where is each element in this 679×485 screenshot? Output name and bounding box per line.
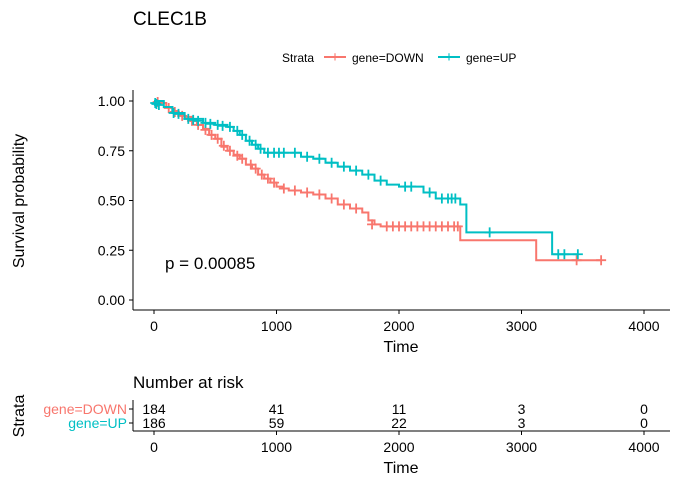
survival-curve (154, 100, 602, 262)
censor-mark (256, 169, 267, 180)
censor-mark (218, 140, 229, 151)
censor-mark (367, 219, 378, 230)
x-tick-label: 2000 (383, 318, 414, 334)
risk-table-title: Number at risk (133, 373, 244, 392)
risk-row-label: gene=DOWN (43, 401, 127, 417)
censor-mark (200, 117, 211, 128)
censor-mark (351, 165, 362, 176)
censor-mark (596, 255, 607, 266)
censor-mark (406, 181, 417, 192)
risk-x-tick-label: 2000 (383, 439, 414, 455)
censor-mark (217, 120, 228, 131)
censor-mark (224, 121, 235, 132)
x-tick-label: 1000 (261, 318, 292, 334)
risk-x-tick-label: 4000 (628, 439, 659, 455)
censor-mark (338, 199, 349, 210)
y-tick-label: 0.75 (98, 143, 125, 159)
km-axes: 0.00 0.25 0.50 0.75 1.00 0 1000 2000 3000 4000 (98, 90, 670, 334)
y-axis-label: Survival probability (11, 134, 28, 268)
censor-mark (278, 183, 289, 194)
y-tick-label: 0.50 (98, 193, 125, 209)
series-down (152, 96, 607, 266)
censor-mark (302, 187, 313, 198)
censor-mark (302, 151, 313, 162)
p-value-annotation: p = 0.00085 (165, 254, 255, 273)
x-tick-label: 4000 (628, 318, 659, 334)
censor-mark (173, 108, 184, 119)
censor-mark (250, 163, 261, 174)
legend-item-down: + gene=DOWN (324, 49, 424, 66)
censor-mark (244, 135, 255, 146)
risk-count: 59 (269, 415, 285, 431)
censor-mark (326, 157, 337, 168)
censor-mark (571, 255, 582, 266)
x-tick-label: 3000 (506, 318, 537, 334)
risk-count: 0 (640, 415, 648, 431)
censor-mark (351, 203, 362, 214)
censor-mark (153, 99, 164, 110)
censor-mark (269, 177, 280, 188)
censor-mark (289, 185, 300, 196)
censor-mark (375, 175, 386, 186)
km-curves (150, 96, 607, 266)
risk-count: 0 (640, 401, 648, 417)
censor-mark (450, 193, 461, 204)
censor-mark (262, 173, 273, 184)
risk-x-tick-label: 3000 (506, 439, 537, 455)
censor-mark (338, 161, 349, 172)
censor-mark (255, 143, 266, 154)
censor-mark (212, 133, 223, 144)
censor-mark (559, 249, 570, 260)
censor-mark (452, 221, 463, 232)
legend-item-up: + gene=UP (438, 49, 516, 66)
censor-mark (314, 189, 325, 200)
legend-key-down-mark: + (331, 49, 340, 66)
legend-label-down: gene=DOWN (352, 51, 424, 65)
risk-count: 184 (142, 401, 166, 417)
censor-mark (572, 249, 583, 260)
censor-mark (224, 145, 235, 156)
risk-count: 186 (142, 415, 166, 431)
x-tick-label: 0 (150, 318, 158, 334)
risk-x-tick-label: 1000 (261, 439, 292, 455)
censor-mark (188, 114, 199, 125)
censor-mark (183, 113, 194, 124)
censor-mark (205, 118, 216, 129)
censor-mark (206, 129, 217, 140)
legend-key-up-mark: + (445, 49, 454, 66)
censor-mark (363, 169, 374, 180)
y-tick-label: 0.25 (98, 242, 125, 258)
censor-mark (326, 193, 337, 204)
legend: Strata + gene=DOWN + gene=UP (282, 49, 516, 66)
x-axis-label: Time (384, 339, 419, 356)
censor-mark (289, 147, 300, 158)
censor-mark (237, 153, 248, 164)
censor-mark (168, 107, 179, 118)
legend-title: Strata (282, 51, 314, 65)
series-up (150, 97, 583, 260)
chart-title: CLEC1B (133, 9, 207, 30)
risk-count: 41 (269, 401, 285, 417)
risk-count: 3 (518, 415, 526, 431)
censor-mark (314, 153, 325, 164)
risk-count: 22 (391, 415, 407, 431)
y-tick-label: 1.00 (98, 93, 125, 109)
censor-mark (193, 115, 204, 126)
risk-row-label: gene=UP (68, 415, 127, 431)
risk-count: 3 (518, 401, 526, 417)
censor-mark (237, 129, 248, 140)
risk-x-axis-label: Time (384, 460, 419, 477)
censor-mark (278, 147, 289, 158)
risk-y-axis-label: Strata (11, 395, 28, 438)
y-tick-label: 0.00 (98, 292, 125, 308)
censor-mark (424, 187, 435, 198)
censor-mark (484, 227, 495, 238)
risk-x-tick-label: 0 (150, 439, 158, 455)
risk-count: 11 (392, 401, 407, 417)
censor-mark (212, 119, 223, 130)
survival-curve (154, 100, 578, 256)
legend-label-up: gene=UP (466, 51, 516, 65)
